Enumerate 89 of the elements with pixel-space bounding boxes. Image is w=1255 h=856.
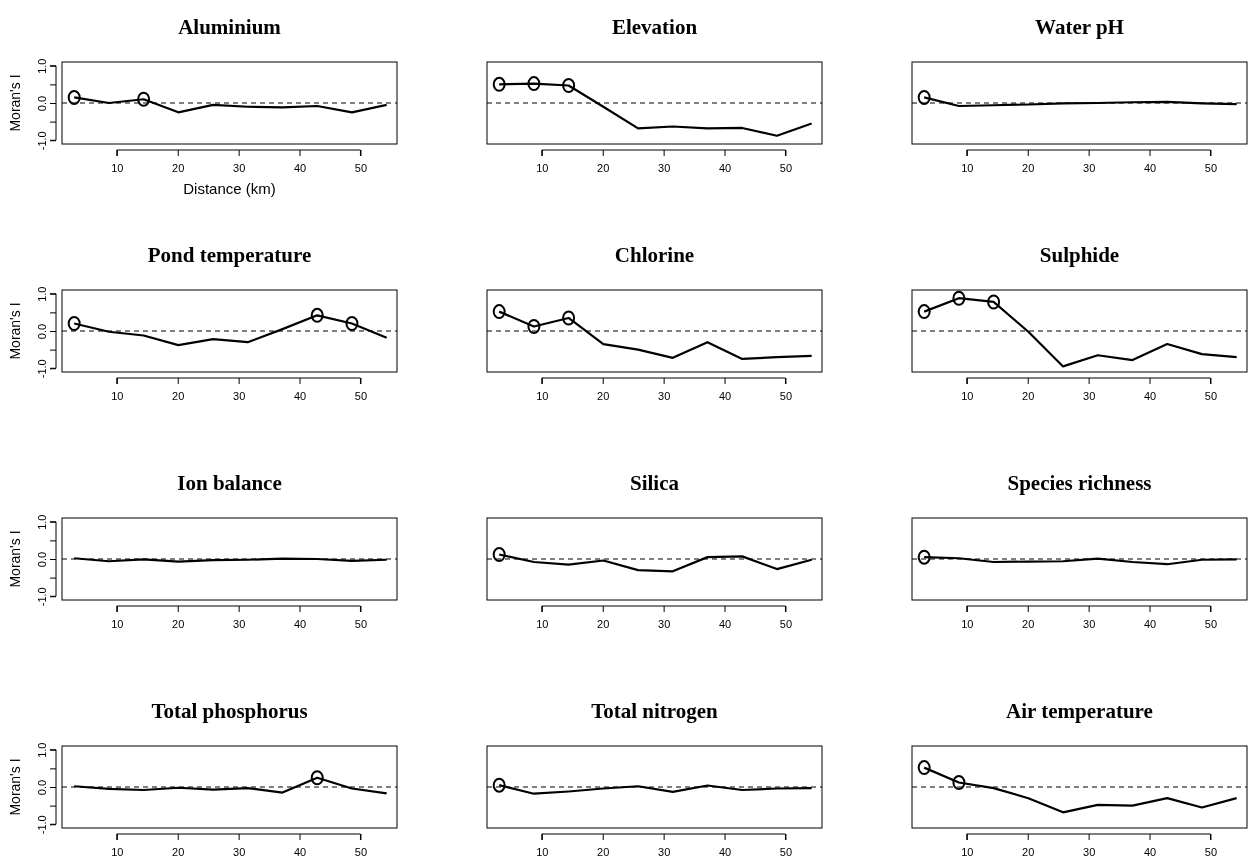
chart-title: Water pH bbox=[1035, 15, 1124, 39]
x-tick-label: 30 bbox=[658, 846, 671, 856]
x-tick-label: 50 bbox=[779, 162, 793, 175]
x-tick-label: 40 bbox=[718, 390, 732, 403]
chart-title: Air temperature bbox=[1006, 699, 1153, 723]
x-tick-label: 10 bbox=[111, 618, 124, 631]
chart-title: Total nitrogen bbox=[591, 699, 719, 723]
y-tick-label: 0.0 bbox=[36, 95, 48, 112]
chart-title: Sulphide bbox=[1039, 243, 1120, 267]
x-tick-label: 20 bbox=[597, 162, 610, 175]
x-tick-label: 10 bbox=[536, 162, 549, 175]
x-tick-label: 30 bbox=[1083, 390, 1096, 403]
x-tick-label: 20 bbox=[172, 162, 185, 175]
x-tick-label: 40 bbox=[718, 846, 732, 856]
x-tick-label: 10 bbox=[961, 390, 974, 403]
x-tick-label: 50 bbox=[779, 618, 793, 631]
x-tick-label: 20 bbox=[597, 846, 610, 856]
x-tick-label: 50 bbox=[354, 390, 368, 403]
x-tick-label: 40 bbox=[718, 162, 732, 175]
x-tick-label: 40 bbox=[1143, 390, 1157, 403]
x-tick-label: 40 bbox=[293, 162, 307, 175]
x-tick-label: 50 bbox=[779, 390, 793, 403]
x-tick-label: 30 bbox=[233, 390, 246, 403]
x-axis-title: Distance (km) bbox=[183, 180, 276, 197]
x-tick-label: 40 bbox=[1143, 162, 1157, 175]
y-tick-label: -1.0 bbox=[36, 359, 48, 379]
x-tick-label: 50 bbox=[354, 618, 368, 631]
x-tick-label: 40 bbox=[293, 390, 307, 403]
x-tick-label: 50 bbox=[1204, 162, 1218, 175]
x-tick-label: 40 bbox=[293, 846, 307, 856]
chart-title: Elevation bbox=[611, 15, 698, 39]
y-tick-label: 0.0 bbox=[36, 551, 48, 568]
x-tick-label: 20 bbox=[1022, 390, 1035, 403]
x-tick-label: 40 bbox=[1143, 846, 1157, 856]
x-tick-label: 50 bbox=[1204, 846, 1218, 856]
x-tick-label: 50 bbox=[354, 162, 368, 175]
x-tick-label: 10 bbox=[961, 846, 974, 856]
x-tick-label: 20 bbox=[597, 618, 610, 631]
x-tick-label: 10 bbox=[536, 390, 549, 403]
x-tick-label: 20 bbox=[172, 618, 185, 631]
chart-title: Pond temperature bbox=[147, 243, 312, 267]
x-tick-label: 20 bbox=[1022, 846, 1035, 856]
y-tick-label: 1.0 bbox=[36, 286, 48, 302]
chart-title: Chlorine bbox=[614, 243, 695, 267]
x-tick-label: 20 bbox=[1022, 162, 1035, 175]
y-tick-label: 1.0 bbox=[36, 742, 48, 758]
x-tick-label: 50 bbox=[354, 846, 368, 856]
y-axis-title: Moran's I bbox=[7, 302, 23, 360]
y-tick-label: -1.0 bbox=[36, 131, 48, 151]
x-tick-label: 30 bbox=[658, 390, 671, 403]
x-tick-label: 10 bbox=[111, 390, 124, 403]
x-tick-label: 20 bbox=[597, 390, 610, 403]
y-tick-label: 1.0 bbox=[36, 58, 48, 74]
x-tick-label: 30 bbox=[233, 846, 246, 856]
x-tick-label: 30 bbox=[1083, 162, 1096, 175]
y-tick-label: 0.0 bbox=[36, 779, 48, 796]
x-tick-label: 40 bbox=[1143, 618, 1157, 631]
x-tick-label: 10 bbox=[536, 618, 549, 631]
x-tick-label: 10 bbox=[961, 162, 974, 175]
x-tick-label: 40 bbox=[718, 618, 732, 631]
x-tick-label: 30 bbox=[1083, 618, 1096, 631]
x-tick-label: 50 bbox=[779, 846, 793, 856]
x-tick-label: 20 bbox=[1022, 618, 1035, 631]
x-tick-label: 50 bbox=[1204, 618, 1218, 631]
chart-title: Aluminium bbox=[178, 15, 282, 39]
x-tick-label: 10 bbox=[961, 618, 974, 631]
x-tick-label: 10 bbox=[536, 846, 549, 856]
x-tick-label: 40 bbox=[293, 618, 307, 631]
x-tick-label: 10 bbox=[111, 162, 124, 175]
y-tick-label: 0.0 bbox=[36, 323, 48, 340]
y-tick-label: -1.0 bbox=[36, 815, 48, 835]
x-tick-label: 30 bbox=[1083, 846, 1096, 856]
y-axis-title: Moran's I bbox=[7, 74, 23, 132]
x-tick-label: 20 bbox=[172, 390, 185, 403]
x-tick-label: 10 bbox=[111, 846, 124, 856]
y-tick-label: 1.0 bbox=[36, 514, 48, 530]
y-axis-title: Moran's I bbox=[7, 758, 23, 816]
y-tick-label: -1.0 bbox=[36, 587, 48, 607]
chart-title: Silica bbox=[629, 471, 680, 495]
x-tick-label: 20 bbox=[172, 846, 185, 856]
x-tick-label: 30 bbox=[233, 618, 246, 631]
chart-title: Total phosphorus bbox=[151, 699, 308, 723]
x-tick-label: 30 bbox=[658, 618, 671, 631]
chart-title: Ion balance bbox=[177, 471, 282, 495]
chart-title: Species richness bbox=[1007, 471, 1152, 495]
x-tick-label: 50 bbox=[1204, 390, 1218, 403]
x-tick-label: 30 bbox=[233, 162, 246, 175]
y-axis-title: Moran's I bbox=[7, 530, 23, 588]
x-tick-label: 30 bbox=[658, 162, 671, 175]
